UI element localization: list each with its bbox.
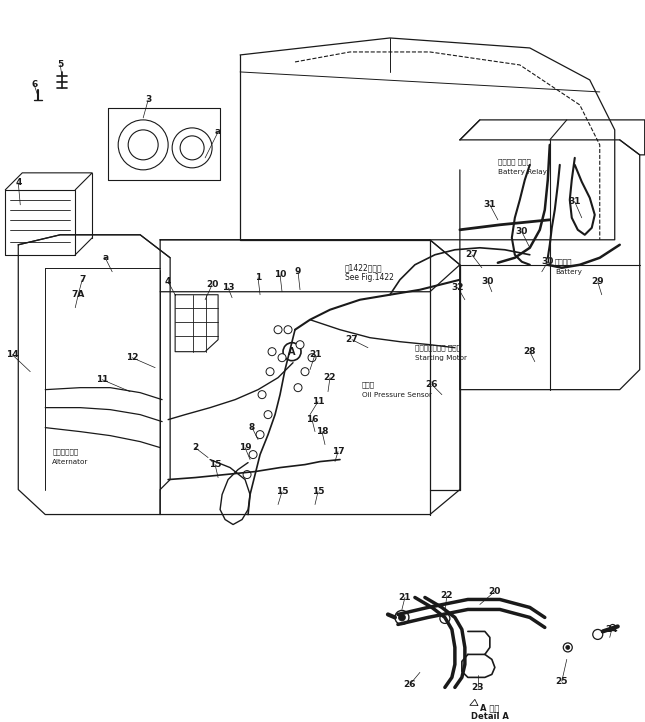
- Text: 30: 30: [515, 227, 528, 236]
- Text: 11: 11: [96, 375, 108, 384]
- Text: 23: 23: [471, 683, 484, 692]
- Text: 20: 20: [206, 280, 218, 290]
- Circle shape: [399, 614, 406, 621]
- Text: 27: 27: [346, 335, 358, 344]
- Text: 3: 3: [145, 95, 152, 105]
- Text: スターティング モータ: スターティング モータ: [415, 344, 461, 351]
- Text: Battery Relay: Battery Relay: [498, 169, 547, 175]
- Text: 20: 20: [489, 587, 501, 596]
- Text: 18: 18: [316, 427, 328, 436]
- Circle shape: [296, 341, 304, 349]
- Text: Oil Pressure Sensor: Oil Pressure Sensor: [362, 391, 432, 398]
- Text: 17: 17: [332, 447, 344, 456]
- Circle shape: [308, 354, 316, 362]
- Text: 30: 30: [542, 257, 554, 266]
- Text: 14: 14: [6, 350, 19, 359]
- Text: 2: 2: [192, 443, 198, 452]
- Circle shape: [243, 471, 251, 479]
- Text: 26: 26: [426, 380, 438, 389]
- Text: バッテリ リレー: バッテリ リレー: [498, 159, 531, 165]
- Circle shape: [268, 348, 276, 356]
- Text: 24: 24: [606, 625, 618, 634]
- Text: 4: 4: [165, 277, 172, 286]
- Text: 15: 15: [276, 487, 288, 496]
- Text: Alternator: Alternator: [52, 458, 88, 464]
- Text: 8: 8: [249, 423, 255, 432]
- Text: 29: 29: [591, 277, 604, 286]
- Circle shape: [266, 367, 274, 375]
- Circle shape: [256, 430, 264, 438]
- Circle shape: [278, 354, 286, 362]
- Text: A: A: [288, 347, 296, 357]
- Text: 21: 21: [309, 350, 321, 359]
- Text: 15: 15: [209, 460, 221, 469]
- Text: 6: 6: [31, 80, 37, 90]
- Text: 1: 1: [255, 273, 261, 282]
- Circle shape: [566, 645, 570, 649]
- Circle shape: [274, 326, 282, 334]
- Text: 10: 10: [274, 270, 286, 279]
- Text: バッテリ: バッテリ: [555, 258, 572, 265]
- Text: 32: 32: [451, 283, 464, 292]
- Text: 11: 11: [312, 397, 324, 406]
- Text: 31: 31: [568, 197, 581, 206]
- Text: 13: 13: [222, 283, 234, 292]
- Text: 油圧計: 油圧計: [362, 381, 375, 388]
- Text: 26: 26: [404, 680, 416, 689]
- Text: Detail A: Detail A: [471, 712, 509, 721]
- Text: 図1422図参照: 図1422図参照: [345, 264, 382, 272]
- Text: 16: 16: [306, 415, 318, 424]
- Text: Starting Motor: Starting Motor: [415, 355, 467, 361]
- Text: A 詳細: A 詳細: [480, 703, 499, 712]
- Text: 22: 22: [441, 591, 453, 600]
- Text: See Fig.1422: See Fig.1422: [345, 273, 394, 282]
- Text: 25: 25: [555, 677, 568, 686]
- Text: 7: 7: [79, 275, 85, 284]
- Text: Battery: Battery: [555, 269, 582, 275]
- Circle shape: [294, 383, 302, 391]
- Text: オルタネータ: オルタネータ: [52, 448, 79, 455]
- Circle shape: [284, 326, 292, 334]
- Text: 5: 5: [57, 61, 63, 69]
- Circle shape: [610, 625, 616, 630]
- Text: 22: 22: [324, 373, 336, 382]
- Text: 7A: 7A: [72, 290, 85, 299]
- Text: a: a: [102, 253, 108, 262]
- Text: 21: 21: [399, 593, 411, 602]
- Circle shape: [258, 391, 266, 399]
- Text: 19: 19: [239, 443, 252, 452]
- Circle shape: [249, 451, 257, 458]
- Text: a: a: [215, 127, 221, 136]
- Text: 4: 4: [15, 178, 21, 187]
- Text: 30: 30: [482, 277, 494, 286]
- Text: 12: 12: [126, 353, 139, 362]
- Text: 15: 15: [312, 487, 324, 496]
- Text: 28: 28: [524, 347, 536, 356]
- Text: 9: 9: [295, 267, 301, 277]
- Text: 31: 31: [484, 200, 496, 209]
- Circle shape: [264, 411, 272, 419]
- Circle shape: [301, 367, 309, 375]
- Text: 27: 27: [466, 251, 478, 259]
